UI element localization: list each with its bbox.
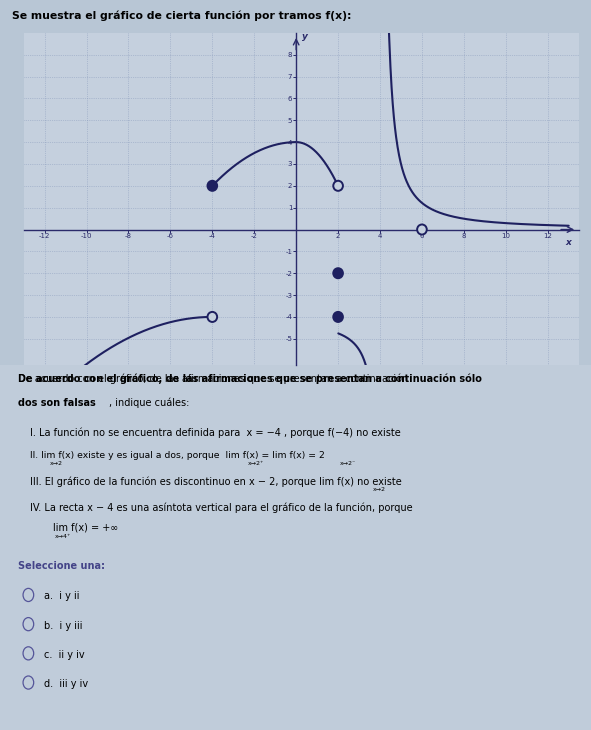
Circle shape (207, 312, 217, 322)
Text: x→2: x→2 (50, 461, 63, 466)
Text: x: x (566, 238, 571, 247)
Text: x→2⁻: x→2⁻ (340, 461, 356, 466)
Text: b.  i y iii: b. i y iii (44, 620, 83, 631)
Text: , indique cuáles:: , indique cuáles: (109, 398, 190, 408)
Circle shape (333, 268, 343, 278)
Circle shape (333, 312, 343, 322)
Text: II. lim f(x) existe y es igual a dos, porque  lim f(x) = lim f(x) = 2: II. lim f(x) existe y es igual a dos, po… (30, 451, 324, 460)
Text: y: y (301, 32, 307, 42)
Text: I. La función no se encuentra definida para  x = −4 , porque f(−4) no existe: I. La función no se encuentra definida p… (30, 427, 400, 437)
Circle shape (207, 181, 217, 191)
Text: dos son falsas: dos son falsas (18, 398, 96, 408)
Text: De acuerdo con el gráfico, de las afirmaciones que se presentan a continuación: De acuerdo con el gráfico, de las afirma… (18, 374, 411, 384)
Text: IV. La recta x − 4 es una asíntota vertical para el gráfico de la función, porqu: IV. La recta x − 4 es una asíntota verti… (30, 502, 412, 512)
Text: a.  i y ii: a. i y ii (44, 591, 80, 602)
Text: x→2⁺: x→2⁺ (248, 461, 264, 466)
Circle shape (333, 181, 343, 191)
Circle shape (417, 225, 427, 234)
Text: De acuerdo con el gráfico, de las afirmaciones que se presentan a continuación s: De acuerdo con el gráfico, de las afirma… (18, 374, 482, 384)
Text: lim f(x) = +∞: lim f(x) = +∞ (53, 523, 119, 533)
Text: III. El gráfico de la función es discontinuo en x − 2, porque lim f(x) no existe: III. El gráfico de la función es discont… (30, 477, 401, 487)
Text: Se muestra el gráfico de cierta función por tramos f(x):: Se muestra el gráfico de cierta función … (12, 11, 351, 21)
Text: c.  ii y iv: c. ii y iv (44, 650, 85, 660)
Text: x→4⁺: x→4⁺ (54, 534, 70, 539)
Text: Seleccione una:: Seleccione una: (18, 561, 105, 571)
Text: d.  iii y iv: d. iii y iv (44, 679, 89, 689)
Text: x→2: x→2 (372, 487, 385, 492)
